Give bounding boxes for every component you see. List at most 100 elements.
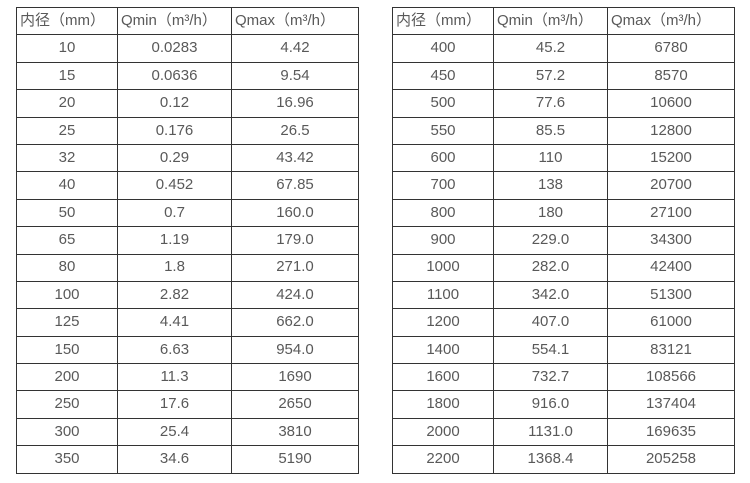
table-row: 550 85.5 12800 xyxy=(392,116,735,145)
column-header: Qmin（m³/h） xyxy=(117,6,232,36)
table-cell: 0.12 xyxy=(117,89,232,118)
table-cell: 916.0 xyxy=(493,390,608,419)
table-cell: 85.5 xyxy=(493,116,608,145)
table-row: 350 34.6 5190 xyxy=(16,445,359,474)
table-cell: 25.4 xyxy=(117,417,232,447)
table-cell: 4.41 xyxy=(117,308,232,337)
table-cell: 100 xyxy=(16,280,118,310)
table-cell: 662.0 xyxy=(231,308,359,337)
table-cell: 1400 xyxy=(392,335,494,365)
table-row: 65 1.19 179.0 xyxy=(16,226,359,255)
table-cell: 11.3 xyxy=(117,363,232,392)
table-cell: 1690 xyxy=(231,363,359,392)
table-cell: 45.2 xyxy=(493,34,608,63)
table-cell: 2200 xyxy=(392,445,494,474)
table-cell: 407.0 xyxy=(493,308,608,337)
table-cell: 300 xyxy=(16,417,118,447)
table-row: 450 57.2 8570 xyxy=(392,61,735,91)
table-cell: 200 xyxy=(16,363,118,392)
table-cell: 350 xyxy=(16,445,118,474)
table-cell: 20 xyxy=(16,89,118,118)
table-cell: 80 xyxy=(16,253,118,282)
table-cell: 6.63 xyxy=(117,335,232,365)
table-cell: 229.0 xyxy=(493,226,608,255)
table-cell: 250 xyxy=(16,390,118,419)
table-row: 32 0.29 43.42 xyxy=(16,143,359,173)
table-row: 2000 1131.0 169635 xyxy=(392,417,735,447)
table-cell: 179.0 xyxy=(231,226,359,255)
table-cell: 6780 xyxy=(607,34,735,63)
table-cell: 67.85 xyxy=(231,171,359,200)
table-cell: 40 xyxy=(16,171,118,200)
table-cell: 180 xyxy=(493,198,608,228)
table-cell: 51300 xyxy=(607,280,735,310)
table-cell: 1600 xyxy=(392,363,494,392)
table-cell: 169635 xyxy=(607,417,735,447)
table-cell: 0.7 xyxy=(117,198,232,228)
table-cell: 450 xyxy=(392,61,494,91)
table-cell: 271.0 xyxy=(231,253,359,282)
table-row: 1000 282.0 42400 xyxy=(392,253,735,282)
table-row: 1800 916.0 137404 xyxy=(392,390,735,419)
table-cell: 1.8 xyxy=(117,253,232,282)
table-cell: 50 xyxy=(16,198,118,228)
table-cell: 27100 xyxy=(607,198,735,228)
table-row: 40 0.452 67.85 xyxy=(16,171,359,200)
table-cell: 500 xyxy=(392,89,494,118)
table-row: 250 17.6 2650 xyxy=(16,390,359,419)
table-row: 700 138 20700 xyxy=(392,171,735,200)
table-cell: 34.6 xyxy=(117,445,232,474)
table-cell: 0.176 xyxy=(117,116,232,145)
table-cell: 16.96 xyxy=(231,89,359,118)
header-row: 内径（mm） Qmin（m³/h） Qmax（m³/h） xyxy=(16,6,359,36)
table-row: 100 2.82 424.0 xyxy=(16,280,359,310)
table-cell: 3810 xyxy=(231,417,359,447)
table-cell: 400 xyxy=(392,34,494,63)
table-cell: 1.19 xyxy=(117,226,232,255)
table-cell: 17.6 xyxy=(117,390,232,419)
table-cell: 1000 xyxy=(392,253,494,282)
table-cell: 600 xyxy=(392,143,494,173)
table-cell: 2650 xyxy=(231,390,359,419)
table-row: 10 0.0283 4.42 xyxy=(16,34,359,63)
table-cell: 954.0 xyxy=(231,335,359,365)
table-cell: 342.0 xyxy=(493,280,608,310)
header-row: 内径（mm） Qmin（m³/h） Qmax（m³/h） xyxy=(392,6,735,36)
table-row: 1100 342.0 51300 xyxy=(392,280,735,310)
table-cell: 125 xyxy=(16,308,118,337)
table-row: 50 0.7 160.0 xyxy=(16,198,359,228)
table-row: 20 0.12 16.96 xyxy=(16,89,359,118)
table-row: 900 229.0 34300 xyxy=(392,226,735,255)
table-cell: 1800 xyxy=(392,390,494,419)
table-cell: 138 xyxy=(493,171,608,200)
table-row: 125 4.41 662.0 xyxy=(16,308,359,337)
table-row: 600 110 15200 xyxy=(392,143,735,173)
table-cell: 1200 xyxy=(392,308,494,337)
table-cell: 0.452 xyxy=(117,171,232,200)
table-cell: 83121 xyxy=(607,335,735,365)
column-header: Qmax（m³/h） xyxy=(607,6,735,36)
table-cell: 9.54 xyxy=(231,61,359,91)
flow-table-left: 内径（mm） Qmin（m³/h） Qmax（m³/h） 10 0.0283 4.42 1… xyxy=(16,6,359,474)
table-cell: 25 xyxy=(16,116,118,145)
table-cell: 57.2 xyxy=(493,61,608,91)
table-row: 200 11.3 1690 xyxy=(16,363,359,392)
table-row: 500 77.6 10600 xyxy=(392,89,735,118)
column-header: 内径（mm） xyxy=(16,6,118,36)
column-header: 内径（mm） xyxy=(392,6,494,36)
table-cell: 900 xyxy=(392,226,494,255)
table-cell: 2.82 xyxy=(117,280,232,310)
table-cell: 0.0636 xyxy=(117,61,232,91)
table-cell: 550 xyxy=(392,116,494,145)
table-row: 800 180 27100 xyxy=(392,198,735,228)
table-cell: 8570 xyxy=(607,61,735,91)
table-cell: 20700 xyxy=(607,171,735,200)
table-cell: 32 xyxy=(16,143,118,173)
table-row: 400 45.2 6780 xyxy=(392,34,735,63)
table-cell: 1100 xyxy=(392,280,494,310)
table-cell: 1131.0 xyxy=(493,417,608,447)
table-cell: 10 xyxy=(16,34,118,63)
table-row: 2200 1368.4 205258 xyxy=(392,445,735,474)
table-row: 300 25.4 3810 xyxy=(16,417,359,447)
table-cell: 554.1 xyxy=(493,335,608,365)
